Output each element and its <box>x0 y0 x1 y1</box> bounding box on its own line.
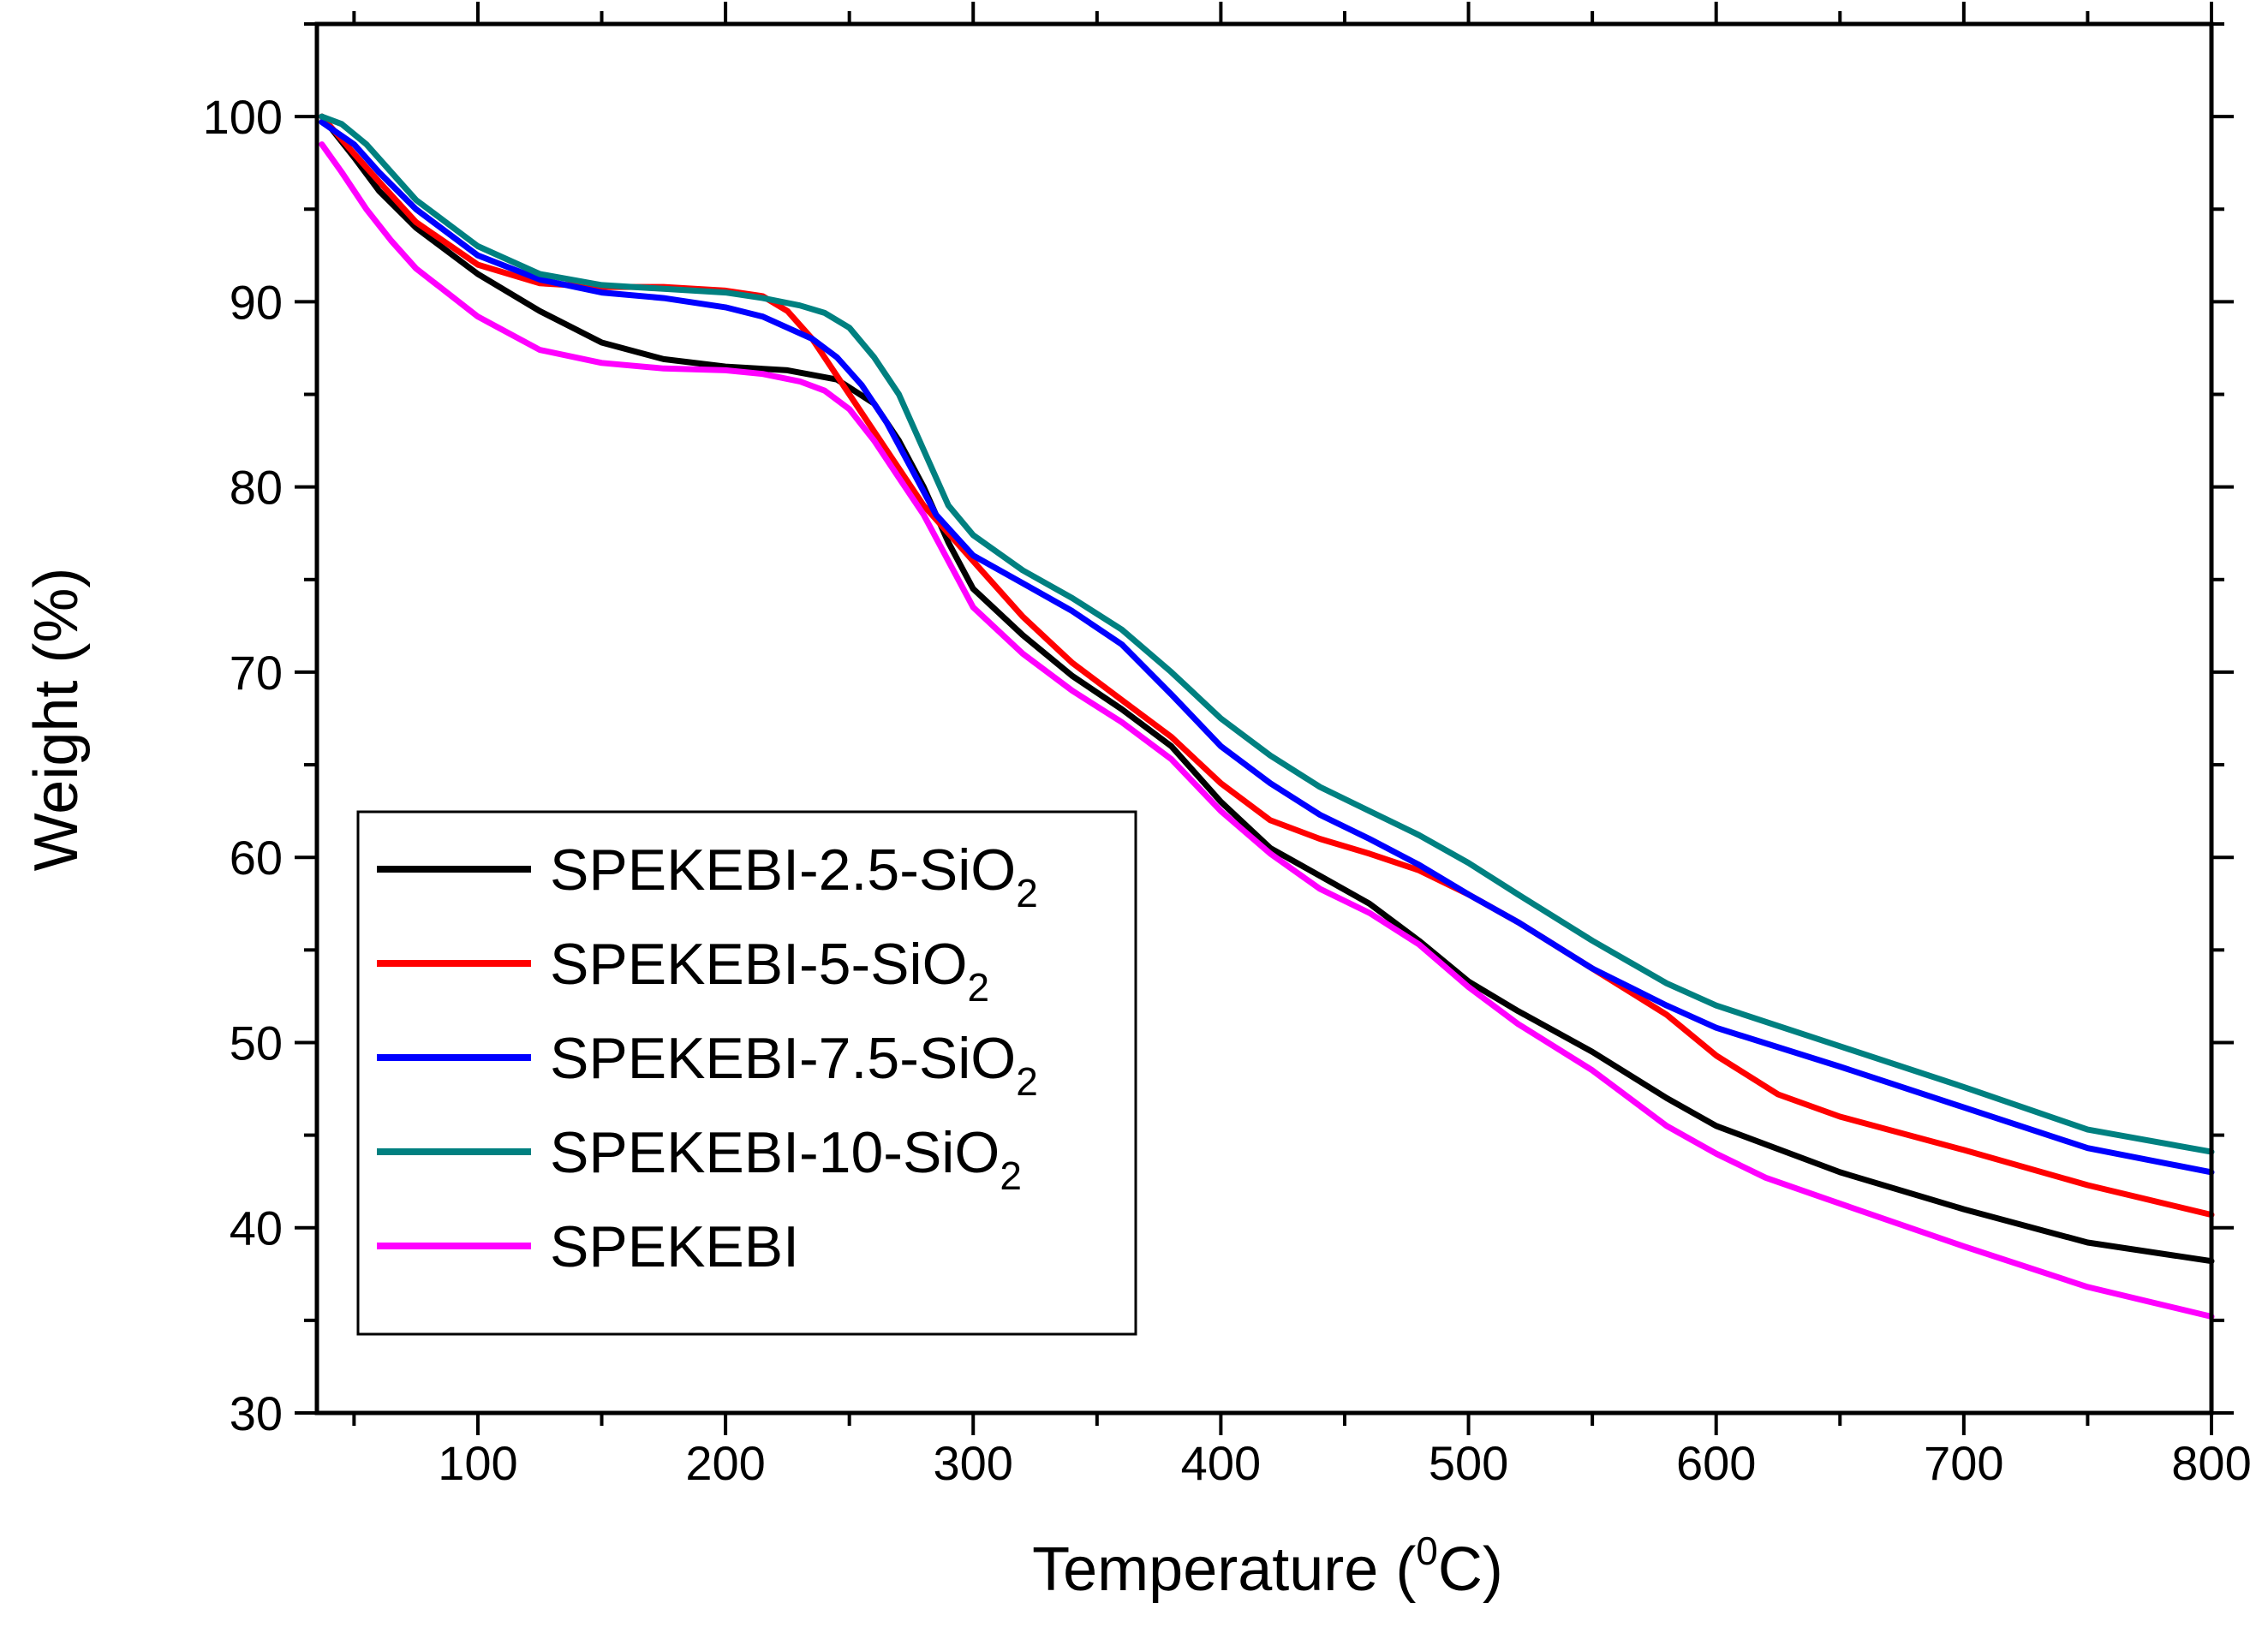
series-line <box>319 141 2215 1320</box>
x-tick-label: 500 <box>1429 1436 1508 1490</box>
x-tick-labels: 100 200 300 400 500 600 700 800 <box>438 1436 2251 1490</box>
series-line <box>319 113 2215 1155</box>
legend: SPEKEBI-2.5-SiO2 SPEKEBI-5-SiO2 SPEKEBI-7.… <box>356 810 1137 1336</box>
y-tick-label: 100 <box>203 90 283 144</box>
x-tick-label: 400 <box>1181 1436 1261 1490</box>
x-tick-label: 700 <box>1924 1436 2003 1490</box>
y-tick-label: 30 <box>230 1386 283 1440</box>
x-axis-title-tail: C) <box>1438 1535 1503 1604</box>
y-tick-label: 90 <box>230 275 283 329</box>
series-lines <box>319 113 2215 1320</box>
x-axis-title-main: Temperature ( <box>1032 1535 1416 1604</box>
x-axis-title-superscript: 0 <box>1416 1529 1438 1573</box>
x-tick-label: 100 <box>438 1436 517 1490</box>
y-tick-labels: 30 40 50 60 70 80 90 100 <box>203 90 283 1440</box>
x-axis-title: Temperature (0C) <box>1032 1529 1503 1604</box>
y-tick-label: 50 <box>230 1016 283 1070</box>
series-line <box>319 113 2215 1265</box>
plot-frame <box>314 21 2214 1416</box>
legend-label: SPEKEBI-10-SiO2 <box>550 1120 1022 1198</box>
legend-label: SPEKEBI-5-SiO2 <box>550 932 989 1010</box>
legend-label: SPEKEBI <box>550 1214 799 1279</box>
y-axis-title: Weight (%) <box>22 568 91 872</box>
x-tick-label: 300 <box>934 1436 1013 1490</box>
y-tick-label: 40 <box>230 1201 283 1255</box>
x-tick-label: 800 <box>2171 1436 2251 1490</box>
legend-label: SPEKEBI-2.5-SiO2 <box>550 837 1038 915</box>
legend-label: SPEKEBI-7.5-SiO2 <box>550 1026 1038 1104</box>
series-line <box>319 119 2215 1176</box>
y-tick-label: 80 <box>230 461 283 515</box>
x-tick-label: 600 <box>1676 1436 1756 1490</box>
y-tick-label: 60 <box>230 831 283 885</box>
y-tick-label: 70 <box>230 646 283 700</box>
x-tick-label: 200 <box>685 1436 765 1490</box>
